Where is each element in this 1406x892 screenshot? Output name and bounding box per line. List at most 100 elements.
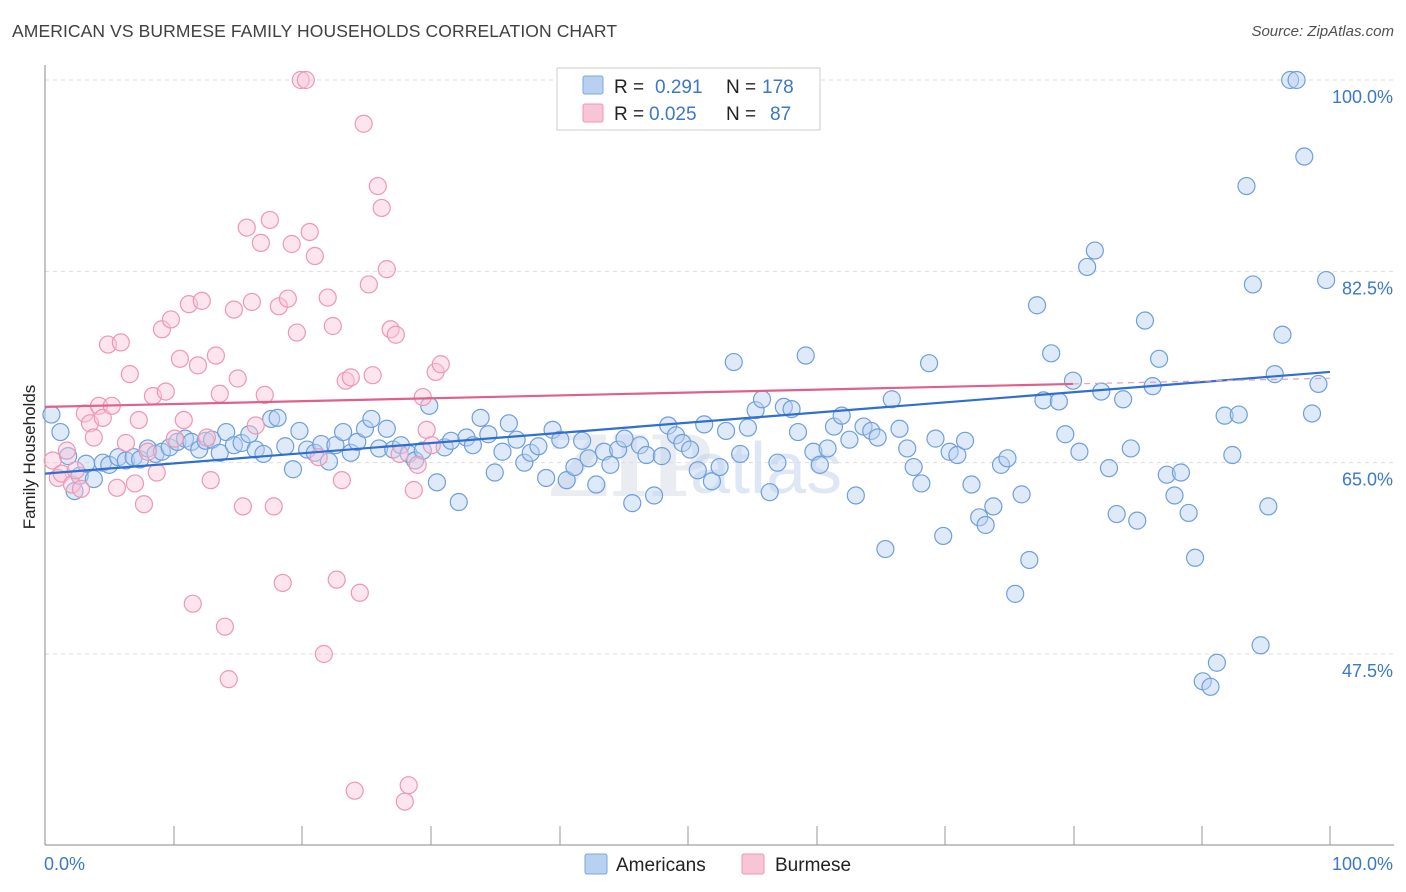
burmese-point: [422, 436, 441, 455]
americans-point: [1085, 241, 1104, 260]
americans-point: [551, 430, 570, 449]
bottom-legend-swatch-americans: [584, 853, 608, 875]
americans-point: [898, 439, 917, 458]
americans-point: [268, 408, 287, 427]
americans-point: [876, 539, 895, 559]
legend-swatch-americans: [582, 75, 604, 95]
y-tick-label-2: 65.0%: [1342, 470, 1393, 490]
burmese-point: [336, 371, 355, 390]
americans-point: [976, 515, 995, 535]
americans-point: [1317, 270, 1336, 290]
burmese-point: [296, 70, 315, 90]
americans-point: [1295, 147, 1314, 166]
bottom-legend-label-burmese: Burmese: [775, 855, 851, 876]
americans-point: [962, 475, 981, 494]
series-burmese: [43, 70, 450, 811]
americans-point: [1092, 382, 1111, 401]
legend-r-label-burmese: R =: [614, 104, 644, 125]
axes: [44, 65, 1394, 846]
americans-point: [319, 452, 339, 471]
americans-point: [507, 430, 526, 449]
americans-point: [926, 429, 945, 448]
americans-point: [1281, 70, 1300, 90]
burmese-point: [431, 355, 450, 374]
americans-point: [868, 428, 887, 447]
americans-point: [355, 419, 375, 438]
americans-point: [485, 463, 504, 482]
burmese-point: [354, 114, 373, 133]
burmese-point: [161, 310, 181, 329]
americans-point: [738, 418, 757, 437]
burmese-point: [228, 369, 247, 388]
americans-point: [688, 461, 707, 480]
burmese-point: [278, 289, 297, 308]
burmese-point: [264, 497, 283, 516]
burmese-point: [62, 475, 82, 494]
americans-point: [796, 346, 815, 365]
y-tick-labels: 100.0% 82.5% 65.0% 47.5%: [1332, 87, 1393, 681]
americans-point: [1273, 325, 1292, 344]
trend-line-americans: [44, 370, 1331, 475]
burmese-point: [273, 573, 292, 593]
americans-point: [1135, 311, 1155, 330]
burmese-point: [134, 495, 154, 514]
americans-point: [210, 443, 229, 462]
americans-point: [644, 486, 664, 505]
legend-n-value-burmese: 87: [770, 104, 791, 125]
americans-point: [262, 409, 281, 429]
chart-title: AMERICAN VS BURMESE FAMILY HOUSEHOLDS CO…: [12, 21, 618, 41]
x-tick-label-max: 100.0%: [1332, 854, 1393, 874]
burmese-point: [170, 349, 190, 368]
americans-point: [882, 390, 901, 409]
americans-point: [1034, 391, 1053, 410]
americans-point: [276, 437, 295, 456]
burmese-point: [219, 670, 238, 689]
burmese-point: [341, 368, 360, 387]
legend-n-value-americans: 178: [762, 77, 794, 98]
americans-point: [955, 431, 975, 450]
americans-point: [1251, 636, 1270, 655]
y-tick-label-0: 100.0%: [1332, 87, 1393, 107]
burmese-point: [404, 480, 423, 500]
burmese-point: [251, 233, 270, 253]
gridlines: [45, 79, 1394, 655]
burmese-point: [129, 410, 148, 430]
americans-point: [1259, 497, 1278, 516]
americans-point: [1207, 653, 1227, 672]
y-axis-title: Family Households: [20, 385, 39, 530]
burmese-point: [224, 300, 243, 319]
burmese-point: [300, 222, 319, 242]
americans-point: [840, 430, 859, 449]
americans-point: [579, 449, 598, 468]
americans-point: [702, 472, 722, 491]
americans-point: [1070, 442, 1089, 461]
americans-point: [573, 431, 592, 450]
trend-extension-burmese: [1072, 377, 1331, 385]
americans-point: [493, 442, 512, 461]
burmese-point: [377, 260, 396, 279]
americans-point: [1223, 445, 1242, 465]
burmese-point: [215, 617, 234, 636]
burmese-point: [174, 410, 193, 430]
americans-point: [529, 437, 548, 456]
americans-point: [1157, 465, 1176, 484]
legend-n-label-burmese: N =: [726, 104, 756, 125]
americans-point: [413, 441, 432, 460]
burmese-point: [368, 176, 387, 196]
americans-point: [680, 440, 700, 459]
burmese-point: [206, 346, 226, 365]
americans-point: [1229, 405, 1248, 424]
legend-swatch-burmese: [582, 103, 604, 123]
burmese-point: [327, 570, 346, 589]
burmese-point: [282, 234, 301, 254]
americans-point: [1121, 439, 1140, 458]
legend-n-label-americans: N =: [726, 77, 756, 98]
burmese-point: [350, 583, 369, 602]
series-legend: Americans Burmese: [584, 853, 851, 876]
americans-point: [1099, 459, 1119, 478]
burmese-point: [93, 408, 112, 427]
legend-r-label-americans: R =: [614, 77, 644, 98]
americans-point: [615, 429, 634, 448]
americans-point: [934, 526, 953, 546]
